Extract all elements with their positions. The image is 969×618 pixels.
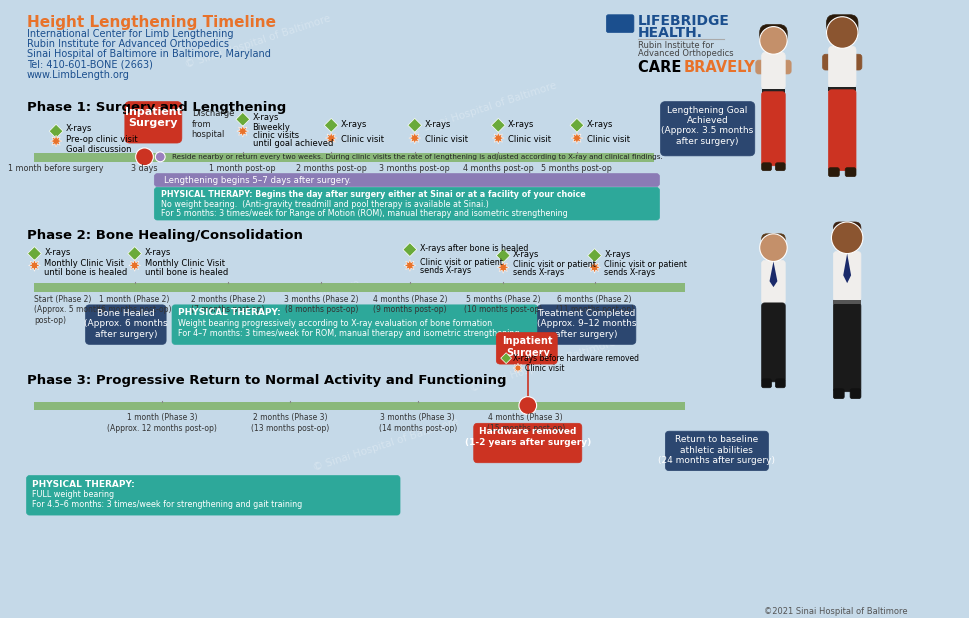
Polygon shape (491, 119, 505, 132)
Text: X-rays: X-rays (66, 124, 92, 133)
FancyBboxPatch shape (828, 90, 855, 171)
Text: 3 days: 3 days (131, 164, 158, 173)
Text: PHYSICAL THERAPY: Begins the day after surgery either at Sinai or at a facility : PHYSICAL THERAPY: Begins the day after s… (161, 190, 585, 200)
Text: 1 month before surgery: 1 month before surgery (9, 164, 104, 173)
Text: Clinic visit or patient: Clinic visit or patient (420, 258, 502, 268)
Text: X-rays: X-rays (45, 248, 71, 256)
Bar (35, 402, 684, 410)
Text: Clinic visit or patient: Clinic visit or patient (604, 260, 687, 269)
Polygon shape (325, 132, 337, 144)
Text: 4 months post-op: 4 months post-op (462, 164, 533, 173)
FancyBboxPatch shape (125, 101, 181, 143)
Polygon shape (409, 132, 421, 144)
Text: Clinic visit: Clinic visit (341, 135, 384, 144)
Text: 3 months (Phase 3)
(14 months post-op): 3 months (Phase 3) (14 months post-op) (378, 413, 456, 433)
FancyBboxPatch shape (849, 389, 860, 399)
Text: X-rays: X-rays (252, 114, 279, 122)
Text: Pre-op clinic visit: Pre-op clinic visit (66, 135, 138, 144)
Polygon shape (500, 353, 511, 363)
FancyBboxPatch shape (822, 54, 861, 70)
Text: Inpatient
Surgery: Inpatient Surgery (125, 106, 181, 128)
FancyBboxPatch shape (761, 234, 785, 252)
Text: Start (Phase 2)
(Approx. 5 months
post-op): Start (Phase 2) (Approx. 5 months post-o… (35, 295, 106, 325)
Text: Lengthening begins 5–7 days after surgery.: Lengthening begins 5–7 days after surger… (164, 176, 351, 185)
FancyBboxPatch shape (832, 252, 860, 301)
Text: 2 months post-op: 2 months post-op (296, 164, 366, 173)
Text: Advanced Orthopedics: Advanced Orthopedics (638, 49, 733, 58)
Text: Return to baseline
athletic abilities
(24 months after surgery): Return to baseline athletic abilities (2… (657, 435, 774, 465)
Text: Monthly Clinic Visit: Monthly Clinic Visit (45, 260, 124, 268)
Text: Monthly Clinic Visit: Monthly Clinic Visit (144, 260, 224, 268)
Text: 5 months (Phase 2)
(10 months post-op): 5 months (Phase 2) (10 months post-op) (463, 295, 542, 315)
Text: Bone Healed
(Approx. 6 months
after surgery): Bone Healed (Approx. 6 months after surg… (84, 309, 168, 339)
Text: 1 month post-op: 1 month post-op (209, 164, 276, 173)
FancyBboxPatch shape (85, 305, 166, 344)
Text: Goal discussion: Goal discussion (66, 145, 131, 154)
FancyBboxPatch shape (154, 174, 659, 187)
Circle shape (155, 152, 165, 162)
Text: Reside nearby or return every two weeks. During clinic visits the rate of length: Reside nearby or return every two weeks.… (172, 154, 662, 160)
Text: sends X-rays: sends X-rays (420, 266, 470, 276)
Text: Lengthening Goal
Achieved
(Approx. 3.5 months
after surgery): Lengthening Goal Achieved (Approx. 3.5 m… (661, 106, 753, 146)
Text: Clinic visit or patient: Clinic visit or patient (513, 260, 595, 269)
FancyBboxPatch shape (606, 15, 634, 33)
FancyBboxPatch shape (660, 101, 754, 156)
Polygon shape (588, 261, 600, 273)
FancyBboxPatch shape (832, 303, 860, 392)
FancyBboxPatch shape (828, 167, 838, 177)
FancyBboxPatch shape (826, 15, 858, 40)
Text: Inpatient
Surgery: Inpatient Surgery (502, 336, 552, 358)
Text: ©2021 Sinai Hospital of Baltimore: ©2021 Sinai Hospital of Baltimore (763, 607, 906, 616)
Text: X-rays before hardware removed: X-rays before hardware removed (513, 354, 639, 363)
Text: PHYSICAL THERAPY:: PHYSICAL THERAPY: (32, 480, 135, 489)
Text: For 4.5–6 months: 3 times/week for strengthening and gait training: For 4.5–6 months: 3 times/week for stren… (32, 500, 302, 509)
Text: X-rays: X-rays (508, 121, 534, 129)
Polygon shape (497, 261, 509, 273)
Polygon shape (403, 260, 416, 271)
Circle shape (826, 17, 858, 48)
Bar (832, 300, 860, 304)
Polygon shape (235, 112, 249, 126)
FancyBboxPatch shape (537, 305, 636, 344)
Polygon shape (513, 363, 522, 373)
FancyBboxPatch shape (761, 53, 785, 90)
Text: X-rays: X-rays (513, 250, 539, 258)
FancyBboxPatch shape (774, 163, 785, 171)
Text: Phase 1: Surgery and Lengthening: Phase 1: Surgery and Lengthening (26, 101, 286, 114)
FancyBboxPatch shape (761, 379, 770, 387)
Polygon shape (496, 248, 510, 263)
Circle shape (759, 27, 787, 54)
Text: Clinic visit: Clinic visit (424, 135, 467, 144)
Polygon shape (129, 260, 141, 271)
Text: 3 months post-op: 3 months post-op (379, 164, 450, 173)
Text: 3 months (Phase 2)
(8 months post-op): 3 months (Phase 2) (8 months post-op) (284, 295, 359, 315)
Bar (35, 153, 653, 162)
Text: International Center for Limb Lengthening: International Center for Limb Lengthenin… (26, 28, 233, 38)
Polygon shape (27, 247, 42, 260)
Text: © Sinai Hospital of Baltimore: © Sinai Hospital of Baltimore (468, 337, 616, 394)
Circle shape (518, 397, 536, 415)
Text: Hardware removed
(1-2 years after surgery): Hardware removed (1-2 years after surger… (464, 427, 590, 447)
Polygon shape (570, 119, 583, 132)
Text: sends X-rays: sends X-rays (604, 268, 655, 277)
Text: X-rays after bone is healed: X-rays after bone is healed (420, 243, 527, 253)
Circle shape (759, 234, 787, 261)
Text: For 4–7 months: 3 times/week for ROM, manual therapy and isometric strengthening: For 4–7 months: 3 times/week for ROM, ma… (177, 329, 518, 337)
FancyBboxPatch shape (473, 423, 581, 463)
FancyBboxPatch shape (761, 260, 785, 304)
FancyBboxPatch shape (755, 60, 791, 74)
Text: BRAVELY: BRAVELY (683, 60, 755, 75)
FancyBboxPatch shape (496, 332, 556, 364)
Text: Rubin Institute for Advanced Orthopedics: Rubin Institute for Advanced Orthopedics (26, 39, 229, 49)
FancyBboxPatch shape (828, 46, 855, 88)
FancyBboxPatch shape (832, 222, 860, 242)
Text: clinic visits: clinic visits (252, 131, 298, 140)
Text: 1 month (Phase 2)
(6 months post-op): 1 month (Phase 2) (6 months post-op) (98, 295, 172, 315)
Polygon shape (768, 261, 776, 287)
Text: 4 months (Phase 2)
(9 months post-op): 4 months (Phase 2) (9 months post-op) (372, 295, 447, 315)
Bar (761, 89, 785, 93)
Text: © Sinai Hospital of Baltimore: © Sinai Hospital of Baltimore (213, 278, 360, 334)
Polygon shape (587, 248, 601, 263)
Text: X-rays: X-rays (424, 121, 451, 129)
Text: © Sinai Hospital of Baltimore: © Sinai Hospital of Baltimore (410, 80, 557, 137)
